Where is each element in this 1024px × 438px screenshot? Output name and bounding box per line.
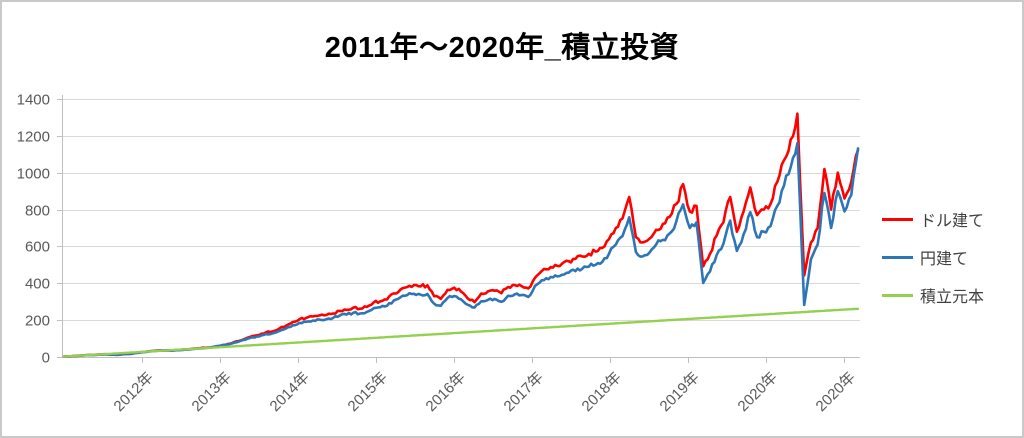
series-line-principal [62,307,860,358]
legend-swatch-principal-line-icon [882,293,913,297]
legend-item-yen: 円建て [882,246,1022,268]
legend: ドル建て 円建て 積立元本 [882,208,1022,322]
y-axis-tick-label: 200 [25,313,50,330]
y-axis-tick-label: 1200 [17,129,50,146]
y-axis-tick-label: 600 [25,239,50,256]
legend-label-dollar: ドル建て [920,213,985,230]
x-axis-tick-label: 2015年 [345,369,391,415]
chart-title: 2011年～2020年_積立投資 [324,32,680,64]
y-axis-tick-label: 1400 [17,92,50,109]
legend-label-principal: 積立元本 [920,289,985,306]
y-axis-tick-label: 800 [25,203,50,220]
legend-label-yen: 円建て [920,251,969,268]
series-line-yen [62,141,860,358]
y-axis-tick-label: 0 [42,350,50,367]
x-axis-tick-label: 2017年 [501,369,547,415]
y-axis-tick-label: 400 [25,276,50,293]
x-axis-tick-label: 2013年 [189,369,235,415]
legend-swatch-yen-line-icon [882,255,913,259]
x-axis-tick-label: 2014年 [267,369,313,415]
y-axis-tick-label: 1000 [17,166,50,183]
x-axis-tick-label: 2020年 [813,369,859,415]
x-axis-tick-label: 2016年 [423,369,469,415]
x-axis-tick-label: 2020年 [735,369,781,415]
legend-item-principal: 積立元本 [882,284,1022,306]
x-axis-tick-label: 2019年 [657,369,703,415]
x-axis-tick-label: 2012年 [111,369,157,415]
legend-swatch-dollar-line-icon [882,217,913,221]
x-axis-tick-label: 2018年 [579,369,625,415]
legend-item-dollar: ドル建て [882,208,1022,230]
